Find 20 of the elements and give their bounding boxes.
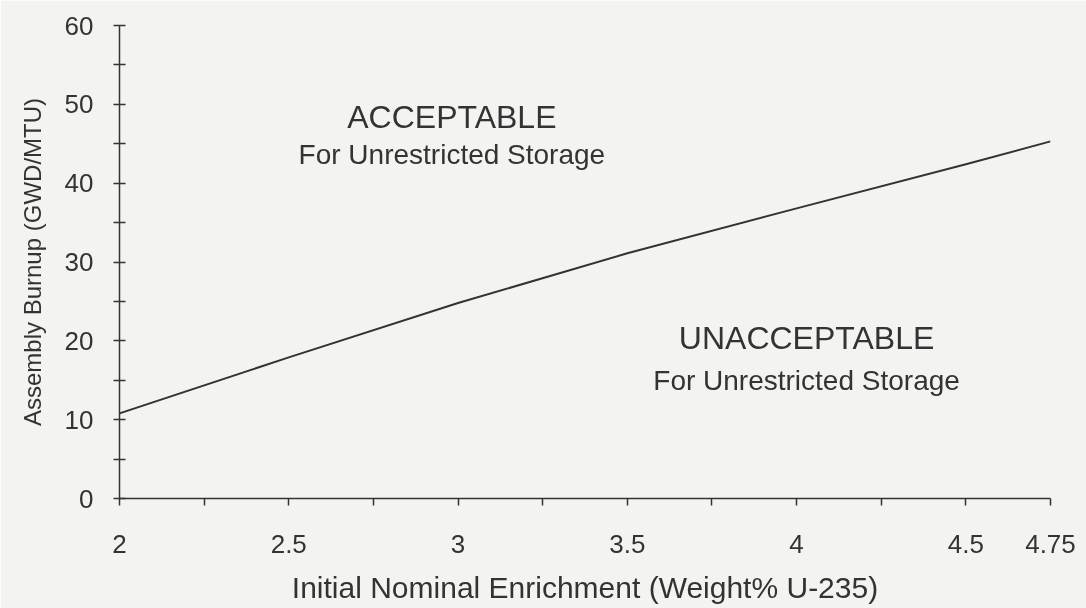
y-tick-label: 10 bbox=[64, 404, 94, 435]
x-tick-label: 3 bbox=[450, 528, 466, 559]
x-axis-title: Initial Nominal Enrichment (Weight% U-235) bbox=[291, 570, 879, 604]
x-tick-label: 4 bbox=[789, 528, 804, 559]
annotation: For Unrestricted Storage bbox=[653, 365, 960, 397]
x-tick-label: 4.75 bbox=[1025, 528, 1076, 559]
y-tick-label: 40 bbox=[64, 168, 94, 199]
y-tick-label: 60 bbox=[64, 10, 94, 41]
annotation: ACCEPTABLE bbox=[347, 99, 557, 136]
y-axis-title: Assembly Burnup (GWD/MTU) bbox=[18, 97, 46, 427]
x-tick-label: 2.5 bbox=[270, 528, 307, 559]
y-tick-label: 30 bbox=[64, 247, 94, 277]
y-tick-label: 50 bbox=[64, 89, 94, 120]
annotation: For Unrestricted Storage bbox=[298, 139, 606, 171]
y-tick-label: 20 bbox=[64, 325, 94, 356]
annotation: UNACCEPTABLE bbox=[678, 320, 935, 357]
x-tick-label: 3.5 bbox=[609, 528, 646, 559]
y-tick-label: 0 bbox=[79, 483, 94, 514]
x-tick-label: 2 bbox=[112, 528, 127, 559]
x-tick-label: 4.5 bbox=[947, 528, 984, 559]
